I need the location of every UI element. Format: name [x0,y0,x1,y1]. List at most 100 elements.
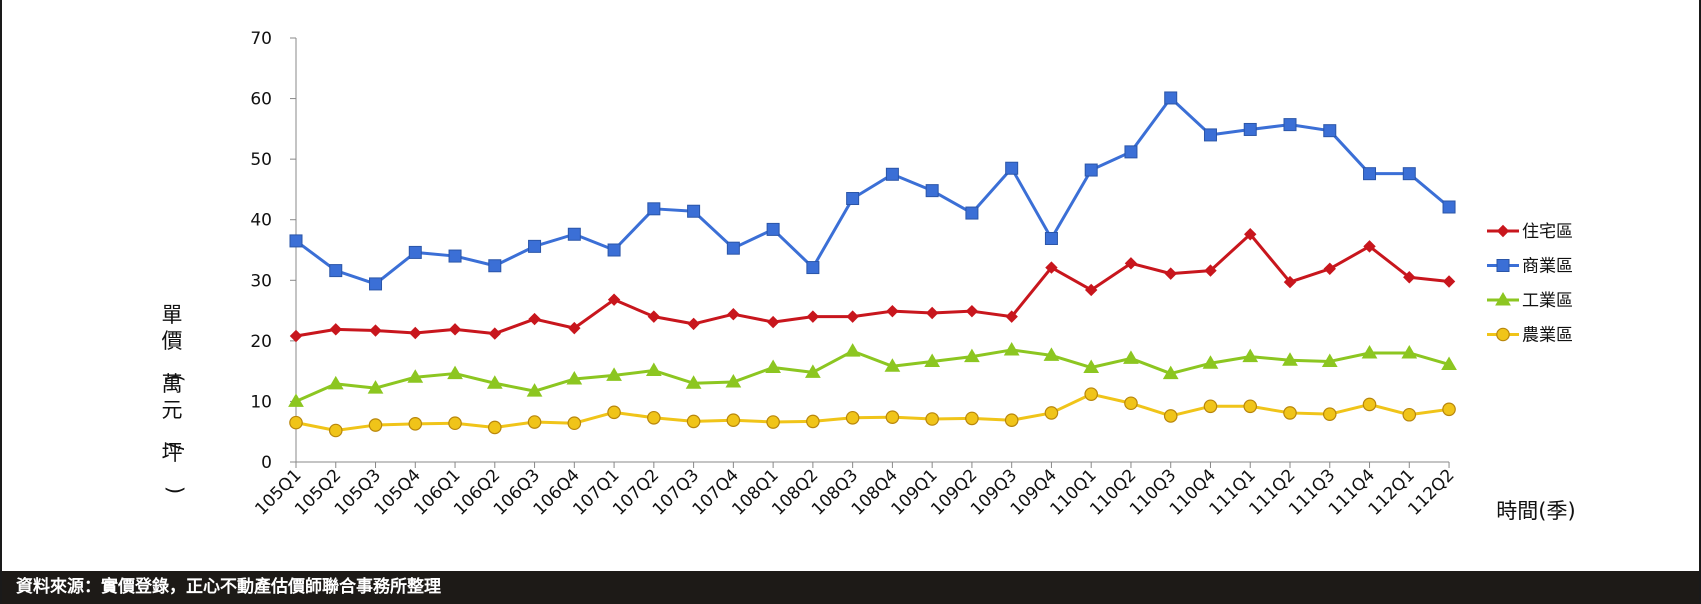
data-point [1442,402,1456,417]
data-point [1203,128,1217,142]
data-point [1084,387,1098,401]
data-point [885,410,900,424]
data-point [367,380,384,394]
y-tick-label: 50 [250,150,272,170]
data-point [1045,261,1058,274]
data-point [1043,347,1060,361]
data-point [1403,271,1416,284]
data-point [1203,399,1218,414]
data-point [1362,397,1377,412]
y-axis-title-char: 單 [162,303,183,327]
data-point [407,369,424,383]
data-point [329,323,342,336]
y-axis-title-char: 萬 [162,372,183,396]
data-point [965,206,979,220]
data-point [766,315,780,329]
y-tick-label: 20 [250,332,272,352]
series-line [295,348,1450,403]
data-point [645,362,662,377]
y-tick-label: 0 [261,453,272,473]
data-point [606,367,622,381]
data-point [1402,407,1417,422]
y-axis-title-char: ( [163,374,187,382]
data-point [567,416,582,431]
data-point [885,167,899,181]
series-square [289,91,1456,291]
data-point [409,326,422,340]
data-point [647,202,661,216]
data-point [607,293,621,306]
data-point [846,310,859,323]
data-point [408,417,423,431]
data-point [1363,167,1377,181]
data-point [487,420,502,435]
data-point [289,329,303,343]
data-point [1005,310,1018,323]
y-axis-title-char: 元 [162,398,183,422]
data-point [1044,406,1059,420]
data-point [1242,348,1259,363]
data-point [1323,124,1337,138]
data-point [766,415,780,429]
y-tick-label: 60 [250,90,272,110]
data-point [806,414,820,429]
data-point [846,192,860,206]
data-point [1164,267,1177,280]
data-point [806,310,820,323]
data-point [1003,341,1020,356]
legend-label: 商業區 [1522,257,1573,277]
data-point [289,234,303,248]
legend-label: 住宅區 [1522,222,1573,242]
legend-item: 農業區 [1487,326,1573,346]
data-point [1442,200,1456,214]
data-point [686,414,701,429]
data-point [1162,365,1179,380]
data-point [1322,407,1337,421]
data-point [288,393,304,407]
data-point [1243,122,1257,136]
data-point [687,317,700,331]
data-point [1442,275,1456,288]
data-point [1361,344,1378,359]
source-note: 資料來源：實價登錄，正心不動產估價師聯合事務所整理 [2,571,1699,604]
legend-label: 工業區 [1522,291,1573,311]
data-point [766,222,780,236]
data-point [448,323,462,336]
data-point [725,374,742,388]
data-point [1044,231,1058,245]
y-axis-title: 單價 (萬元 /坪) [162,303,188,494]
data-point [1124,145,1138,159]
data-point [964,348,980,363]
y-axis-title-char: / [163,443,187,451]
data-point [925,306,939,320]
data-point [1363,240,1376,253]
data-point [1402,167,1416,181]
data-point [1496,327,1510,342]
data-point [685,375,702,389]
data-point [1321,353,1338,367]
legend-item: 住宅區 [1487,222,1573,242]
y-tick-label: 10 [250,392,272,412]
data-point [965,304,979,318]
data-point [1323,262,1336,275]
data-point [526,383,543,397]
y-axis-title-char: 價 [162,329,183,353]
data-point [727,307,740,321]
data-point [1124,396,1138,411]
data-point [1496,224,1510,238]
data-point [1243,399,1258,414]
series-line [295,392,1450,433]
data-point [368,418,383,432]
data-point [845,410,860,425]
data-point [647,410,661,425]
data-point [844,343,861,357]
data-point [1283,275,1297,289]
data-point [1084,283,1098,297]
data-point [607,243,621,257]
data-point [1244,228,1257,241]
data-point [925,412,939,426]
data-point [647,310,661,323]
